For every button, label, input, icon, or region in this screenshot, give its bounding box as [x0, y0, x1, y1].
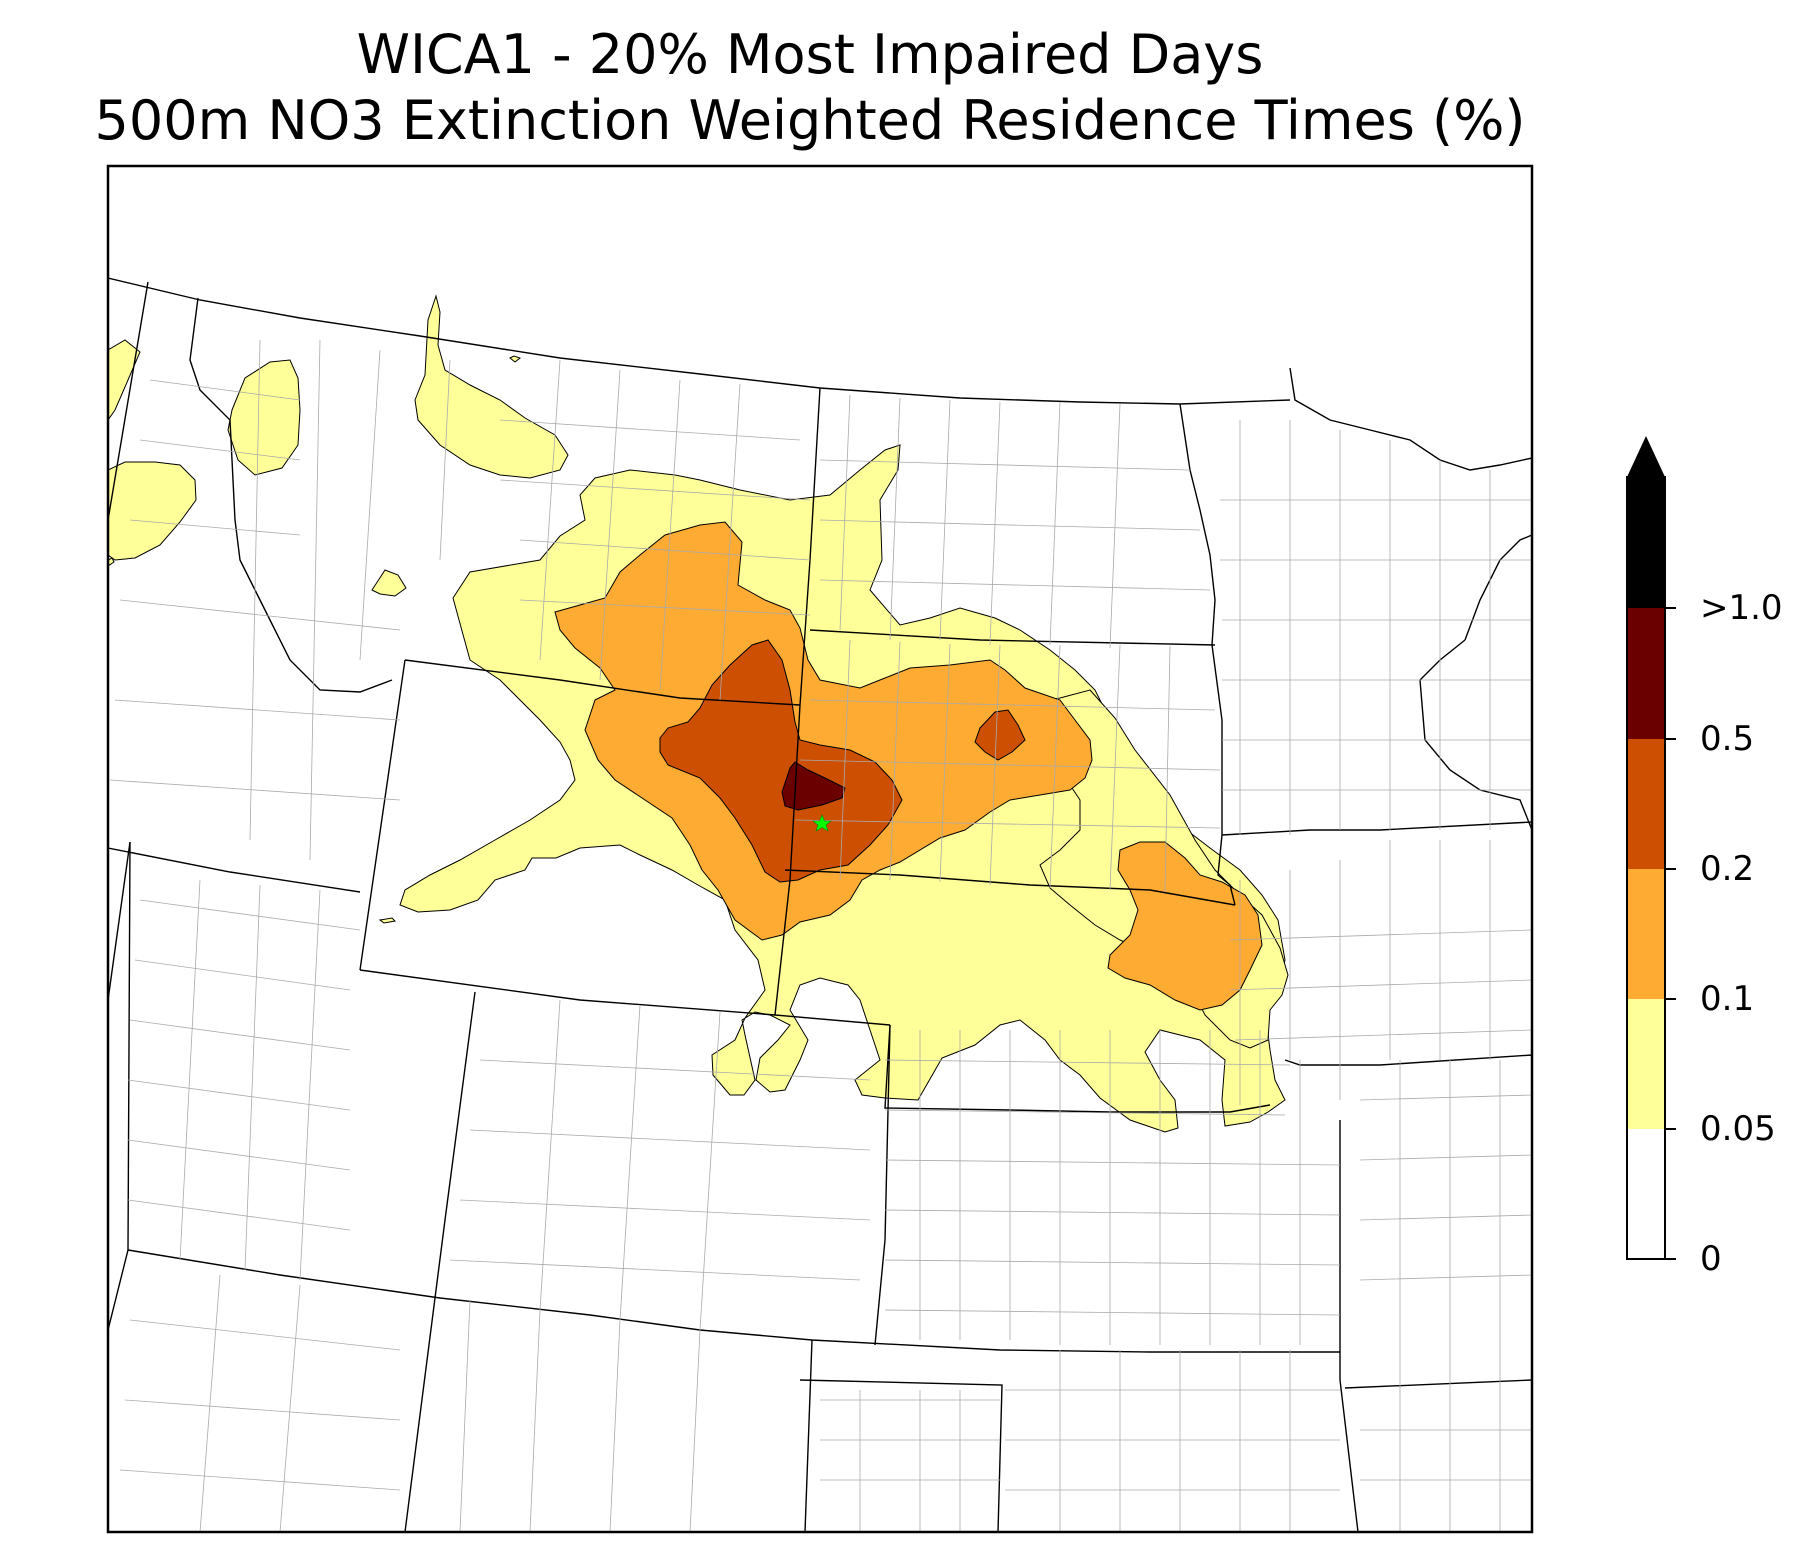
colorbar-segment-white — [1627, 1129, 1665, 1259]
colorbar — [1626, 436, 1676, 1260]
colorbar-segment-darkorange — [1627, 739, 1665, 869]
colorbar-segment-orange — [1627, 869, 1665, 999]
colorbar-label-01: 0.1 — [1700, 979, 1755, 1019]
colorbar-label-0: 0 — [1700, 1239, 1722, 1279]
colorbar-segment-lightyellow — [1627, 999, 1665, 1129]
contour-level-01 — [554, 521, 1263, 1011]
map-title-line1: WICA1 - 20% Most Impaired Days — [356, 23, 1264, 86]
county-borders — [109, 339, 1532, 1532]
site-star-marker — [812, 814, 832, 832]
colorbar-ticks — [1665, 607, 1676, 1260]
colorbar-segment-black — [1627, 477, 1665, 608]
colorbar-label-10: >1.0 — [1700, 588, 1783, 628]
map-title-line2: 500m NO3 Extinction Weighted Residence T… — [94, 89, 1526, 152]
colorbar-segment-darkred — [1627, 608, 1665, 739]
colorbar-label-005: 0.05 — [1700, 1109, 1776, 1149]
colorbar-label-05: 0.5 — [1700, 719, 1755, 759]
map-plot-area — [108, 166, 1532, 1532]
colorbar-label-02: 0.2 — [1700, 849, 1755, 889]
map-frame — [106, 164, 1534, 1534]
colorbar-extend-arrow — [1627, 436, 1665, 477]
state-borders — [108, 277, 1532, 1532]
